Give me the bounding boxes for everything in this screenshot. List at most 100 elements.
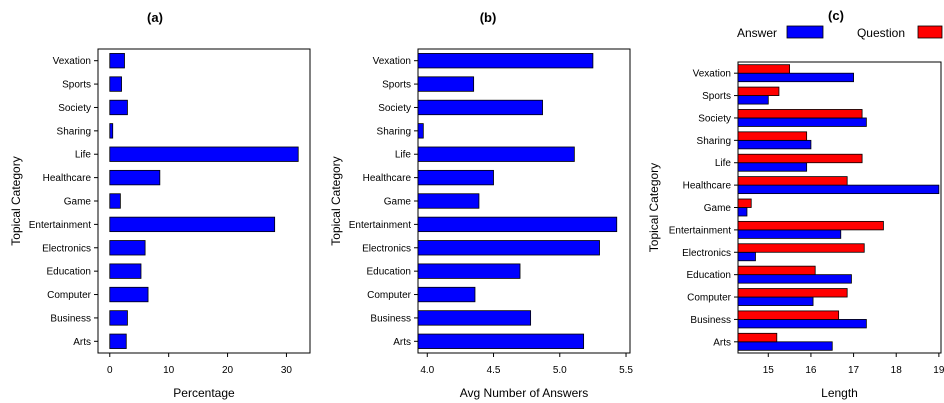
bar-business-question (737, 310, 840, 320)
x-tick-label: 5.0 (553, 365, 567, 376)
bar-society-answer (737, 117, 867, 127)
bar-life-answer (737, 162, 808, 172)
x-tick-label: 0 (107, 365, 113, 376)
bar-society (109, 99, 128, 116)
category-label-education: Education (367, 267, 411, 278)
category-label-electronics: Electronics (362, 243, 411, 254)
category-label-computer: Computer (367, 290, 412, 301)
category-label-arts: Arts (393, 337, 411, 348)
category-label-education: Education (687, 270, 731, 281)
category-label-healthcare: Healthcare (683, 181, 732, 192)
bar-sharing (417, 123, 424, 139)
y-axis-title: Topical Category (329, 156, 343, 245)
legend: Answer Question (737, 25, 943, 40)
bar-game-question (737, 198, 752, 208)
x-tick-label: 18 (891, 365, 903, 376)
category-label-society: Society (698, 113, 731, 124)
category-label-sports: Sports (702, 91, 731, 102)
legend-label-question: Question (857, 26, 905, 40)
bar-electronics-question (737, 243, 865, 253)
category-label-business: Business (50, 313, 91, 324)
bar-vexation (417, 53, 594, 69)
category-label-game: Game (384, 197, 412, 208)
bar-life (109, 146, 299, 162)
legend-swatch-question (917, 25, 943, 39)
bar-computer (109, 286, 149, 303)
bar-entertainment-answer (737, 229, 842, 239)
bar-electronics-answer (737, 251, 756, 262)
y-axis-title: Topical Category (9, 156, 23, 245)
bar-education-question (737, 265, 816, 276)
bar-society (417, 99, 543, 116)
category-label-life: Life (75, 150, 92, 161)
bar-arts (417, 333, 585, 349)
y-axis-title: Topical Category (647, 163, 661, 252)
category-label-computer: Computer (47, 290, 92, 301)
x-tick-label: 15 (763, 365, 775, 376)
category-label-game: Game (704, 203, 732, 214)
bar-computer-question (737, 288, 848, 298)
legend-label-answer: Answer (737, 26, 777, 40)
category-label-life: Life (395, 150, 412, 161)
x-tick-label: 20 (222, 365, 234, 376)
bar-society-question (737, 109, 863, 119)
category-label-sharing: Sharing (57, 126, 91, 137)
bar-arts (109, 333, 127, 349)
bar-vexation (109, 53, 125, 69)
category-label-arts: Arts (713, 337, 731, 348)
category-label-vexation: Vexation (53, 56, 91, 67)
category-label-vexation: Vexation (693, 69, 731, 80)
x-tick-label: 10 (163, 365, 175, 376)
bar-sports-question (737, 86, 780, 96)
category-label-life: Life (715, 158, 732, 169)
bar-sports-answer (737, 95, 769, 105)
x-tick-label: 4.0 (420, 365, 434, 376)
chart-3: (c) Topical Category Length 15 16 17 18 19 Vexat… (647, 8, 944, 400)
chart-1: (a) Topical Category Percentage 0 10 20 30 Vexa… (9, 10, 311, 400)
bar-life-question (737, 153, 863, 164)
bar-game-answer (737, 207, 748, 217)
plot-frame (97, 48, 311, 354)
bar-game (417, 193, 480, 209)
category-label-entertainment: Entertainment (29, 220, 91, 231)
bar-education-answer (737, 274, 852, 284)
bar-sports (417, 76, 475, 92)
category-label-business: Business (690, 315, 731, 326)
category-label-healthcare: Healthcare (363, 173, 412, 184)
x-tick-label: 16 (805, 365, 817, 376)
category-label-society: Society (378, 103, 411, 114)
x-tick-label: 5.5 (619, 365, 633, 376)
chart-title: (b) (480, 10, 497, 25)
category-label-entertainment: Entertainment (669, 225, 731, 236)
bar-computer (417, 286, 476, 303)
bar-electronics (109, 240, 146, 256)
bar-game (109, 193, 121, 209)
category-label-entertainment: Entertainment (349, 220, 411, 231)
bar-healthcare (109, 169, 161, 186)
legend-swatch-answer (786, 25, 824, 39)
bar-business-answer (737, 319, 867, 329)
category-label-sharing: Sharing (697, 136, 731, 147)
bar-sharing (109, 123, 114, 139)
x-tick-label: 19 (933, 365, 944, 376)
category-label-electronics: Electronics (42, 243, 91, 254)
category-label-electronics: Electronics (682, 248, 731, 259)
bar-education (417, 263, 521, 279)
chart-title: (c) (828, 8, 844, 23)
bar-business (109, 310, 128, 326)
bar-entertainment (109, 216, 276, 233)
bar-arts-answer (737, 341, 833, 351)
x-tick-label: 4.5 (487, 365, 501, 376)
category-label-education: Education (47, 267, 91, 278)
x-axis-title: Length (821, 386, 858, 400)
bar-healthcare-answer (737, 184, 940, 195)
category-label-sharing: Sharing (377, 126, 411, 137)
chart-title: (a) (147, 10, 163, 25)
x-tick-label: 30 (281, 365, 293, 376)
bar-vexation-question (737, 64, 791, 74)
category-label-game: Game (64, 197, 92, 208)
bar-education (109, 263, 142, 279)
bar-healthcare (417, 169, 494, 186)
category-label-sports: Sports (382, 80, 411, 91)
